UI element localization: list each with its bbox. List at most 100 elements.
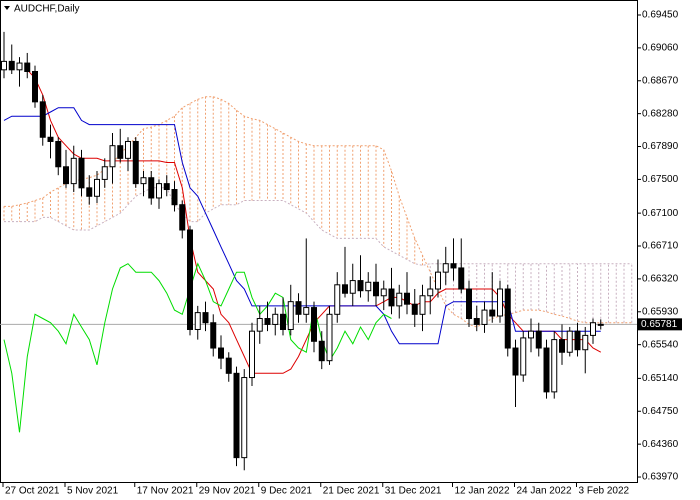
candle-body xyxy=(47,136,54,142)
candle-body xyxy=(233,372,240,459)
y-tick-label: 0.66320 xyxy=(642,274,679,285)
candle-body xyxy=(117,145,124,159)
y-tick-label: 0.67500 xyxy=(642,174,679,185)
y-tick-label: 0.69450 xyxy=(642,10,679,21)
candle-body xyxy=(435,271,441,290)
y-tick-label: 0.65140 xyxy=(642,373,679,384)
y-tick-label: 0.63970 xyxy=(642,472,679,483)
cloud-span xyxy=(4,96,632,328)
candle-body xyxy=(55,140,62,168)
chart-title: AUDCHF,Daily xyxy=(14,4,80,15)
candle-body xyxy=(497,288,503,317)
candle-body xyxy=(597,323,604,326)
candle-body xyxy=(411,303,418,315)
candle-body xyxy=(8,60,15,71)
candle-body xyxy=(396,292,403,307)
candle-body xyxy=(163,183,170,191)
candle-body xyxy=(295,301,302,315)
plot-frame xyxy=(0,0,638,483)
candle-body xyxy=(357,280,364,292)
candle-body xyxy=(109,145,116,168)
x-tick-label: 24 Jan 2022 xyxy=(517,486,572,497)
candle-body xyxy=(272,313,279,325)
candle-body xyxy=(241,377,248,459)
candle-body xyxy=(334,284,341,315)
y-tick-label: 0.66710 xyxy=(642,241,679,252)
candle-body xyxy=(171,189,178,206)
candle-body xyxy=(225,357,232,374)
y-tick-label: 0.69060 xyxy=(642,43,679,54)
price-label-box xyxy=(638,318,682,331)
candle-body xyxy=(280,313,286,330)
candle-body xyxy=(442,263,449,273)
candle-body xyxy=(388,288,395,307)
menu-triangle[interactable] xyxy=(4,6,10,10)
y-tick-label: 0.67100 xyxy=(642,208,679,219)
candle-body xyxy=(101,166,108,180)
candle-body xyxy=(70,157,77,185)
candle-body xyxy=(194,312,201,330)
y-tick-label: 0.67890 xyxy=(642,141,679,152)
candle-body xyxy=(450,263,457,269)
x-tick-label: 17 Nov 2021 xyxy=(137,486,194,497)
y-tick-label: 0.68280 xyxy=(642,108,679,119)
candle-body xyxy=(148,177,155,199)
x-tick-label: 3 Feb 2022 xyxy=(579,486,630,497)
x-tick-label: 12 Jan 2022 xyxy=(455,486,510,497)
candle-body xyxy=(125,140,131,159)
candle-body xyxy=(566,330,573,353)
candle-body xyxy=(210,322,217,349)
x-tick-label: 31 Dec 2021 xyxy=(385,486,442,497)
candle-body xyxy=(543,347,550,393)
x-tick-label: 21 Dec 2021 xyxy=(323,486,380,497)
candle-body xyxy=(179,204,186,231)
candle-body xyxy=(489,309,496,317)
x-tick-label: 29 Nov 2021 xyxy=(199,486,256,497)
candle-body xyxy=(140,177,147,185)
candle-body xyxy=(419,295,426,315)
candle-body xyxy=(287,301,294,330)
candle-body xyxy=(551,339,558,393)
candle-body xyxy=(318,340,325,362)
y-tick-label: 0.65930 xyxy=(642,306,679,317)
candle-body xyxy=(466,288,472,320)
candle-body xyxy=(326,313,333,362)
candle-body xyxy=(512,347,519,376)
candle-body xyxy=(39,101,46,138)
candle-body xyxy=(574,330,581,351)
y-tick-label: 0.65540 xyxy=(642,339,679,350)
price-label: 0.65781 xyxy=(641,319,678,330)
y-tick-label: 0.64750 xyxy=(642,406,679,417)
candle-body xyxy=(218,347,224,359)
candle-body xyxy=(520,337,527,376)
candle-body xyxy=(187,229,193,330)
candle-body xyxy=(16,62,23,71)
candle-body xyxy=(365,281,372,292)
candle-body xyxy=(311,307,317,342)
candle-body xyxy=(249,330,255,379)
candle-body xyxy=(380,288,387,297)
candle-body xyxy=(458,267,465,290)
y-tick-label: 0.68670 xyxy=(642,75,679,86)
x-tick-label: 9 Dec 2021 xyxy=(261,486,313,497)
candle-body xyxy=(427,288,434,297)
candle-body xyxy=(1,60,7,71)
candle-body xyxy=(535,330,542,349)
x-tick-label: 5 Nov 2021 xyxy=(67,486,119,497)
candle-body xyxy=(582,334,589,351)
candle-body xyxy=(481,309,488,325)
x-tick-label: 27 Oct 2021 xyxy=(5,486,60,497)
candle-body xyxy=(528,330,534,339)
candle-body xyxy=(256,318,263,332)
candle-body xyxy=(590,322,596,336)
candle-body xyxy=(156,183,162,199)
candle-body xyxy=(504,288,511,349)
candle-body xyxy=(264,318,271,325)
candle-body xyxy=(86,187,93,197)
candle-body xyxy=(373,281,379,297)
candle-body xyxy=(404,292,410,305)
candle-body xyxy=(473,318,480,325)
candle-body xyxy=(63,166,69,185)
candle-body xyxy=(78,157,85,189)
